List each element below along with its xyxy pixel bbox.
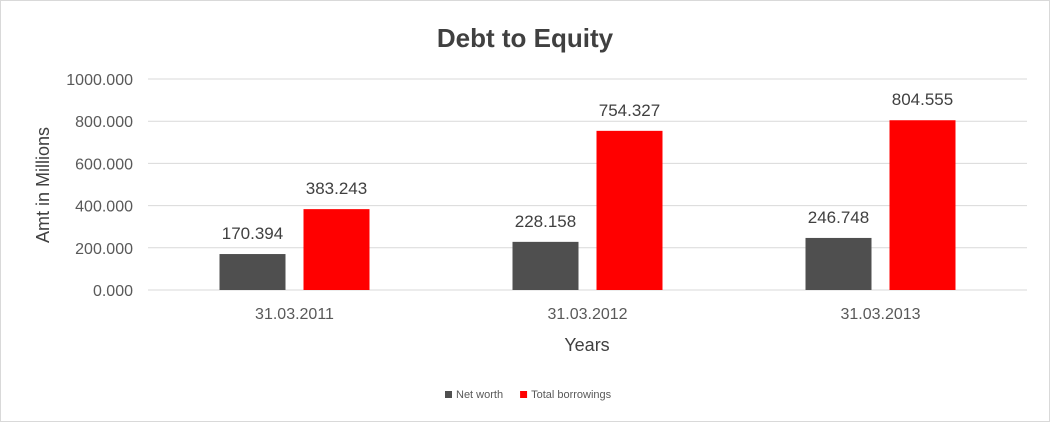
x-axis-title: Years	[564, 335, 609, 355]
legend-swatch	[520, 391, 528, 398]
y-tick-label: 1000.000	[66, 72, 133, 89]
data-label: 170.394	[222, 224, 283, 243]
data-label: 228.158	[515, 212, 576, 231]
x-tick-label: 31.03.2013	[840, 306, 920, 323]
legend: Net worth Total borrowings	[445, 389, 612, 401]
data-labels: 170.394 383.243 228.158 754.327 246.748 804.5…	[222, 90, 953, 243]
y-tick-label: 200.000	[75, 241, 133, 258]
x-tick-label: 31.03.2012	[547, 306, 627, 323]
x-tick-label: 31.03.2011	[255, 306, 334, 323]
bar-total-borrowings	[889, 120, 956, 290]
y-axis-title: Amt in Millions	[33, 127, 53, 243]
chart-title: Debt to Equity	[437, 23, 614, 53]
bar-net-worth	[512, 241, 579, 290]
data-label: 804.555	[892, 90, 953, 109]
bar-total-borrowings	[596, 130, 663, 290]
y-tick-label: 800.000	[75, 114, 133, 131]
legend-label: Net worth	[456, 389, 503, 401]
legend-swatch	[445, 391, 452, 398]
bar-net-worth	[219, 254, 286, 290]
gridlines	[148, 78, 1027, 291]
x-axis-ticks: 31.03.2011 31.03.2012 31.03.2013	[255, 306, 921, 323]
data-label: 754.327	[599, 101, 660, 120]
y-tick-label: 0.000	[93, 283, 133, 300]
bar-total-borrowings	[303, 209, 370, 290]
legend-label: Total borrowings	[531, 389, 612, 401]
bar-net-worth	[805, 237, 872, 290]
data-label: 383.243	[306, 179, 367, 198]
bars	[219, 120, 956, 290]
y-tick-label: 600.000	[75, 156, 133, 173]
data-label: 246.748	[808, 208, 869, 227]
y-tick-label: 400.000	[75, 199, 133, 216]
y-axis-ticks: 0.000 200.000 400.000 600.000 800.000 1000.00…	[66, 72, 133, 300]
